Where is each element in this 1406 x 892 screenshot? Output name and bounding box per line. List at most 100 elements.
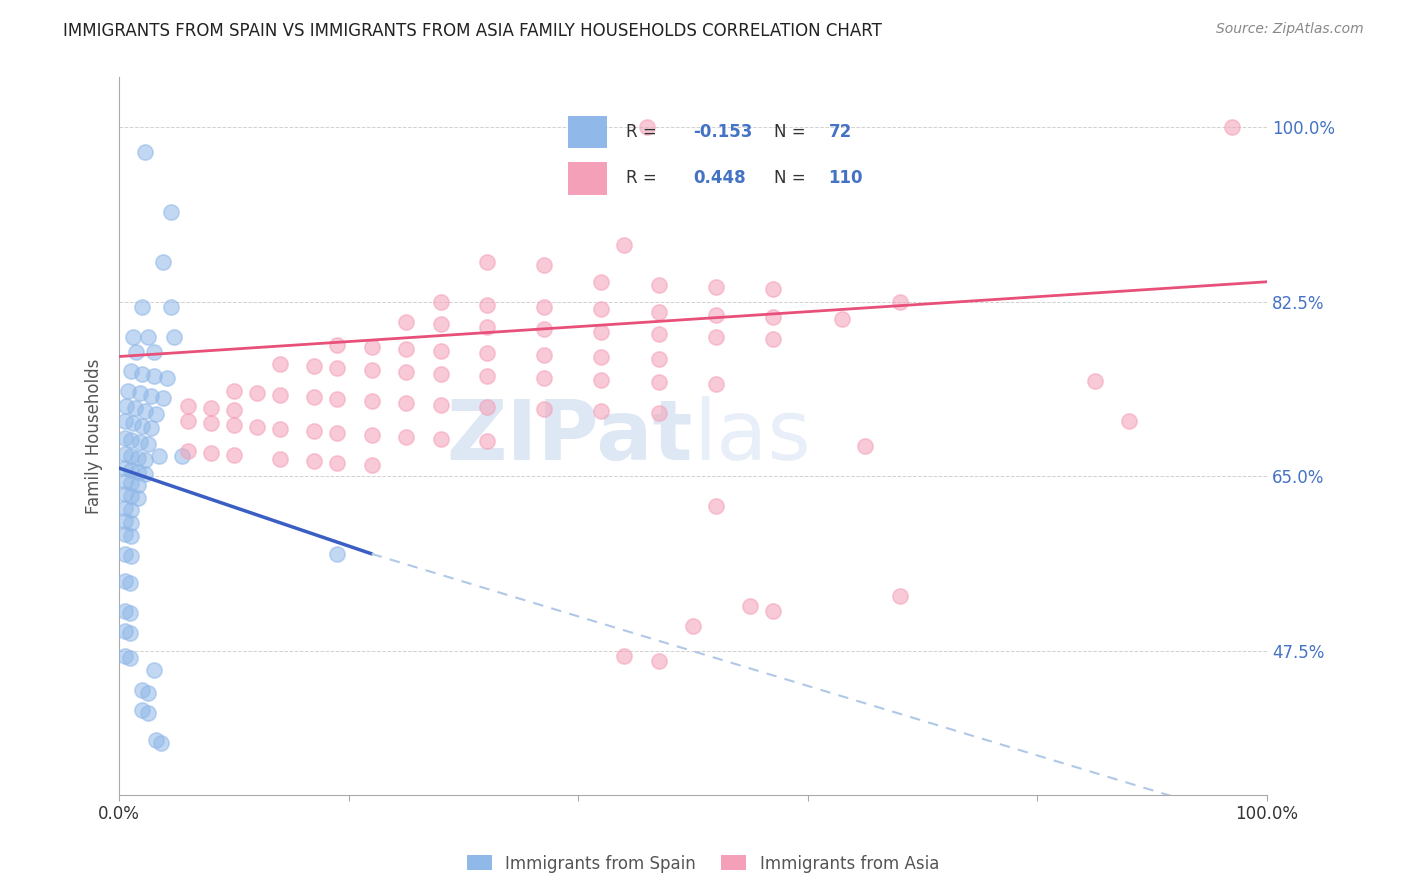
Point	[269, 422, 291, 436]
Point	[304, 454, 326, 468]
Point	[120, 549, 142, 563]
Point	[118, 575, 141, 590]
Point	[125, 344, 148, 359]
Point	[114, 461, 136, 475]
Point	[136, 329, 159, 343]
Point	[131, 683, 153, 698]
Point	[141, 389, 163, 403]
Point	[222, 403, 245, 417]
Point	[326, 392, 349, 407]
Point	[118, 606, 141, 620]
Point	[148, 449, 170, 463]
Point	[475, 298, 498, 312]
Point	[475, 345, 498, 359]
Point	[704, 308, 727, 322]
Point	[647, 304, 669, 318]
Point	[222, 448, 245, 462]
Point	[475, 434, 498, 449]
Point	[131, 300, 153, 314]
Point	[172, 449, 194, 463]
Point	[429, 317, 451, 331]
Point	[647, 376, 669, 390]
Point	[360, 428, 382, 442]
Point	[145, 733, 167, 747]
Point	[114, 527, 136, 541]
Point	[533, 258, 555, 272]
Point	[120, 434, 142, 448]
Point	[704, 499, 727, 513]
Point	[647, 326, 669, 341]
Point	[762, 310, 785, 324]
Point	[114, 414, 136, 428]
Point	[127, 465, 149, 479]
Point	[141, 421, 163, 435]
Point	[326, 456, 349, 470]
Point	[127, 451, 149, 466]
Point	[149, 736, 172, 750]
Point	[853, 439, 876, 453]
Point	[1222, 120, 1244, 135]
Point	[326, 426, 349, 441]
Point	[114, 447, 136, 461]
Point	[704, 377, 727, 392]
Point	[831, 311, 853, 326]
Point	[326, 547, 349, 561]
Point	[326, 361, 349, 376]
Point	[200, 446, 222, 460]
Point	[114, 624, 136, 638]
Point	[395, 396, 418, 410]
Point	[647, 277, 669, 292]
Point	[889, 589, 911, 603]
Point	[533, 371, 555, 385]
Point	[613, 648, 636, 663]
Point	[326, 337, 349, 351]
Point	[114, 487, 136, 501]
Point	[177, 414, 200, 428]
Point	[120, 463, 142, 477]
Point	[395, 366, 418, 380]
Point	[122, 329, 145, 343]
Text: IMMIGRANTS FROM SPAIN VS IMMIGRANTS FROM ASIA FAMILY HOUSEHOLDS CORRELATION CHAR: IMMIGRANTS FROM SPAIN VS IMMIGRANTS FROM…	[63, 22, 882, 40]
Point	[395, 430, 418, 444]
Point	[1084, 375, 1107, 389]
Point	[762, 332, 785, 346]
Point	[269, 358, 291, 372]
Point	[429, 294, 451, 309]
Point	[177, 444, 200, 458]
Point	[475, 319, 498, 334]
Point	[163, 329, 186, 343]
Point	[120, 449, 142, 463]
Point	[636, 120, 658, 135]
Point	[129, 435, 152, 450]
Point	[647, 351, 669, 366]
Point	[114, 648, 136, 663]
Point	[124, 401, 146, 416]
Point	[136, 437, 159, 451]
Point	[152, 392, 174, 406]
Point	[115, 400, 138, 414]
Y-axis label: Family Households: Family Households	[86, 359, 103, 514]
Point	[360, 340, 382, 354]
Point	[395, 342, 418, 356]
Point	[122, 417, 145, 431]
Point	[134, 404, 156, 418]
Point	[156, 371, 179, 385]
Point	[120, 503, 142, 517]
Point	[360, 394, 382, 409]
Point	[127, 478, 149, 492]
Point	[704, 329, 727, 343]
Point	[120, 516, 142, 530]
Point	[129, 386, 152, 401]
Point	[762, 604, 785, 618]
Point	[475, 255, 498, 269]
Point	[647, 653, 669, 667]
Point	[136, 686, 159, 700]
Point	[533, 300, 555, 314]
Point	[222, 418, 245, 433]
Point	[114, 604, 136, 618]
Point	[134, 145, 156, 160]
Point	[152, 255, 174, 269]
Point	[360, 363, 382, 377]
Point	[762, 282, 785, 296]
Point	[246, 386, 269, 401]
